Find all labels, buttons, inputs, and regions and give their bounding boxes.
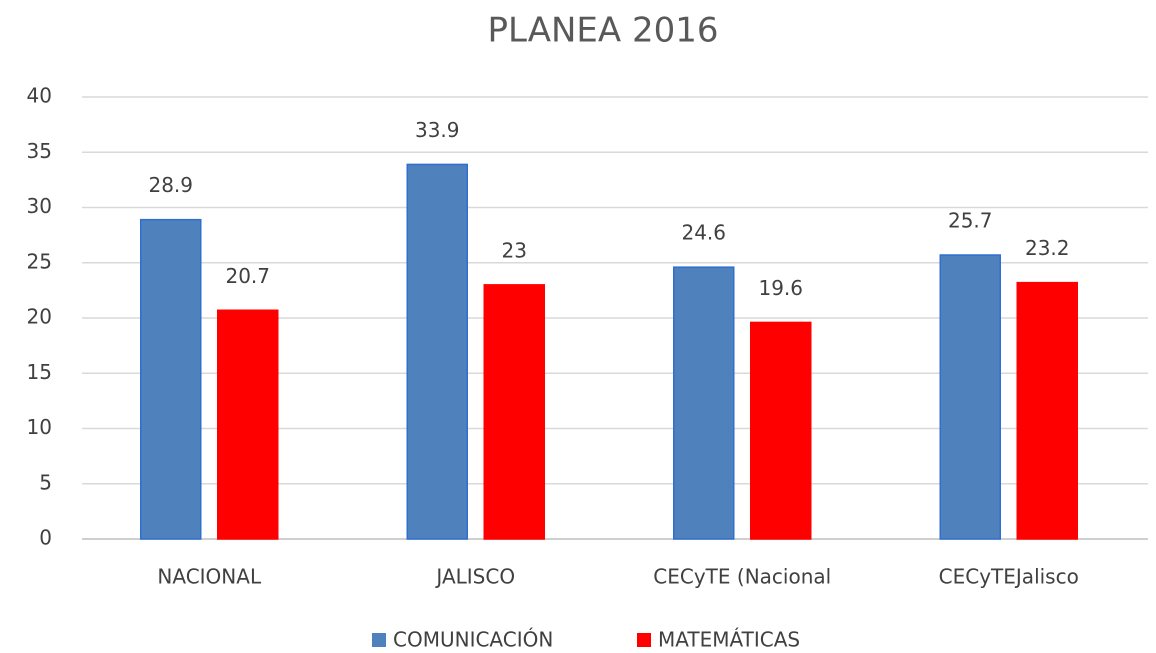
y-tick-label: 0 xyxy=(39,526,52,550)
bar xyxy=(1016,281,1078,540)
y-tick-label: 20 xyxy=(27,305,52,329)
y-tick-label: 25 xyxy=(27,249,52,273)
legend-swatch xyxy=(372,633,386,647)
data-label: 23.2 xyxy=(1025,236,1070,260)
data-label: 23 xyxy=(502,238,527,262)
data-label: 20.7 xyxy=(225,264,270,288)
bar xyxy=(217,309,279,540)
legend-label: COMUNICACIÓN xyxy=(393,628,553,652)
bar xyxy=(483,284,545,540)
chart-title: PLANEA 2016 xyxy=(488,11,719,51)
bar xyxy=(406,163,468,540)
x-tick-label: NACIONAL xyxy=(157,565,262,589)
legend-swatch xyxy=(637,633,651,647)
x-tick-label: CECyTE (Nacional xyxy=(653,565,831,589)
y-tick-label: 5 xyxy=(39,470,52,494)
data-label: 25.7 xyxy=(948,209,993,233)
y-tick-label: 30 xyxy=(27,194,52,218)
data-label: 33.9 xyxy=(415,118,460,142)
x-tick-label: JALISCO xyxy=(434,565,515,589)
y-tick-label: 35 xyxy=(27,139,52,163)
data-label: 24.6 xyxy=(681,221,726,245)
bar xyxy=(673,266,735,540)
bar xyxy=(939,254,1001,540)
bar xyxy=(140,218,202,540)
x-tick-label: CECyTEJalisco xyxy=(939,565,1079,589)
legend-label: MATEMÁTICAS xyxy=(658,628,800,652)
y-tick-label: 40 xyxy=(27,84,52,108)
data-label: 19.6 xyxy=(758,276,803,300)
y-tick-label: 15 xyxy=(27,360,52,384)
y-tick-label: 10 xyxy=(27,415,52,439)
bar xyxy=(750,321,812,540)
data-label: 28.9 xyxy=(148,173,193,197)
